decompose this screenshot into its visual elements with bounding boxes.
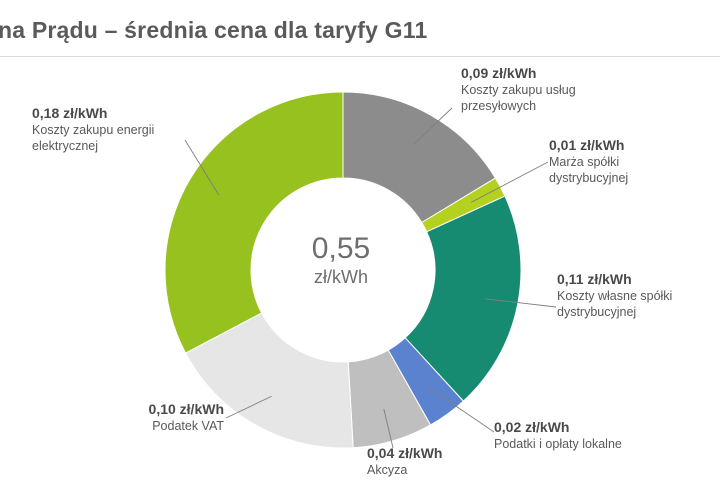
label-value: 0,10 zł/kWh <box>148 401 224 417</box>
leader-line <box>225 395 272 419</box>
center-unit: zł/kWh <box>314 267 368 287</box>
leader-line <box>184 139 220 196</box>
label-description: Akcyza <box>367 463 408 477</box>
donut-slice <box>342 91 497 224</box>
label-energy: 0,18 zł/kWh Koszty zakupu energii elektr… <box>32 104 182 154</box>
label-value: 0,18 zł/kWh <box>32 105 108 121</box>
leader-line <box>383 409 394 449</box>
label-value: 0,09 zł/kWh <box>461 65 537 81</box>
label-description: Koszty własne spółki dystrybucyjnej <box>557 289 673 319</box>
title-divider <box>0 56 720 57</box>
leader-line <box>471 161 549 203</box>
label-description: Koszty zakupu usług przesyłowych <box>461 83 576 113</box>
label-own-costs: 0,11 zł/kWh Koszty własne spółki dystryb… <box>557 270 707 320</box>
label-value: 0,11 zł/kWh <box>557 271 632 287</box>
chart-title: na Prądu – średnia cena dla taryfy G11 <box>0 17 428 43</box>
center-total: 0,55 zł/kWh <box>266 232 416 288</box>
label-transmission: 0,09 zł/kWh Koszty zakupu usług przesyło… <box>461 64 581 114</box>
label-value: 0,02 zł/kWh <box>494 419 570 435</box>
donut-slice <box>184 312 354 449</box>
center-value: 0,55 <box>311 232 371 265</box>
label-description: Marża spółki dystrybucyjnej <box>549 155 629 185</box>
leader-line <box>485 298 557 308</box>
label-excise: 0,04 zł/kWh Akcyza <box>367 444 487 478</box>
donut-slice <box>404 195 522 402</box>
label-margin: 0,01 zł/kWh Marża spółki dystrybucyjnej <box>549 136 659 186</box>
donut-slice <box>164 91 344 354</box>
leader-line <box>427 386 495 433</box>
label-description: Koszty zakupu energii elektrycznej <box>32 123 155 153</box>
label-value: 0,01 zł/kWh <box>549 137 625 153</box>
leader-line <box>413 107 453 145</box>
label-description: Podatki i opłaty lokalne <box>494 437 622 451</box>
label-description: Podatek VAT <box>152 419 224 433</box>
label-value: 0,04 zł/kWh <box>367 445 443 461</box>
label-vat: 0,10 zł/kWh Podatek VAT <box>94 400 224 434</box>
label-local-taxes: 0,02 zł/kWh Podatki i opłaty lokalne <box>494 418 664 452</box>
